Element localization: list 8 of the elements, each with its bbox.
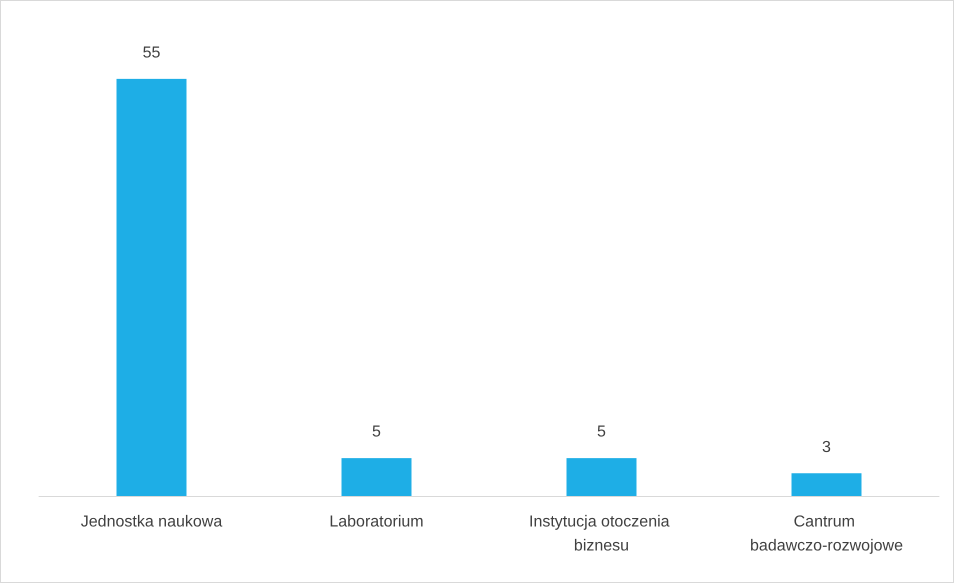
data-label: 55: [142, 44, 160, 62]
x-tick-label: Cantrum badawczo-rozwojowe: [750, 514, 904, 554]
x-tick-label: Instytucja otoczenia biznesu: [529, 514, 674, 554]
data-label: 5: [597, 424, 606, 441]
data-label: 3: [822, 438, 832, 456]
x-tick-label: Laboratorium: [329, 514, 424, 530]
x-tick-label: Jednostka naukowa: [80, 514, 222, 530]
data-label: 5: [372, 424, 382, 441]
